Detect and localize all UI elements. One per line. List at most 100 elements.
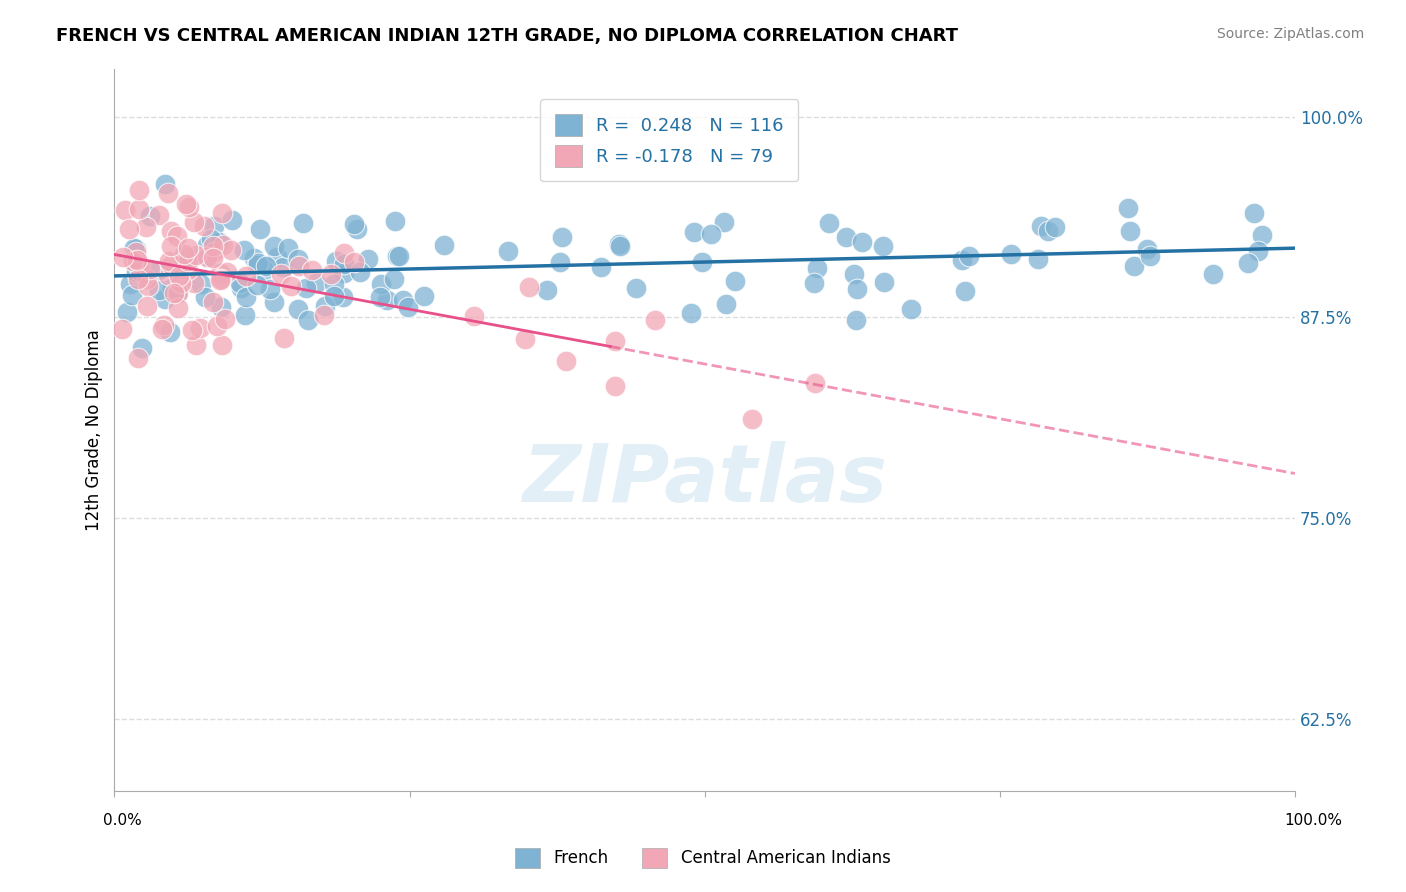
Point: [280, 278, 302, 293]
Point: [305, 277, 328, 291]
Point: [357, 252, 380, 266]
Point: [554, 353, 576, 368]
Point: [292, 216, 315, 230]
Point: [202, 294, 225, 309]
Point: [517, 280, 540, 294]
Point: [233, 243, 256, 257]
Point: [835, 229, 858, 244]
Text: ZIPatlas: ZIPatlas: [522, 442, 887, 519]
Point: [233, 308, 256, 322]
Point: [177, 241, 200, 255]
Point: [202, 245, 225, 260]
Point: [332, 290, 354, 304]
Point: [388, 249, 411, 263]
Point: [287, 252, 309, 266]
Point: [127, 271, 149, 285]
Point: [1236, 255, 1258, 269]
Point: [413, 288, 436, 302]
Point: [297, 313, 319, 327]
Point: [195, 238, 218, 252]
Point: [148, 263, 170, 277]
Point: [1136, 243, 1159, 257]
Point: [221, 213, 243, 227]
Point: [1243, 205, 1265, 219]
Point: [333, 266, 356, 280]
Point: [121, 288, 143, 302]
Point: [127, 252, 149, 267]
Point: [211, 238, 233, 252]
Point: [135, 220, 157, 235]
Point: [288, 259, 311, 273]
Point: [208, 235, 231, 249]
Point: [818, 216, 841, 230]
Point: [273, 331, 295, 345]
Point: [177, 262, 200, 277]
Point: [323, 277, 346, 292]
Point: [114, 202, 136, 217]
Point: [215, 265, 238, 279]
Point: [167, 301, 190, 315]
Point: [957, 249, 980, 263]
Point: [295, 281, 318, 295]
Point: [148, 283, 170, 297]
Point: [1043, 219, 1066, 234]
Point: [166, 286, 188, 301]
Point: [392, 293, 415, 308]
Point: [173, 247, 195, 261]
Point: [551, 230, 574, 244]
Point: [319, 268, 342, 282]
Point: [170, 277, 193, 291]
Point: [1026, 252, 1049, 267]
Legend: French, Central American Indians: French, Central American Indians: [509, 841, 897, 875]
Point: [194, 290, 217, 304]
Point: [1123, 259, 1146, 273]
Point: [157, 186, 180, 200]
Y-axis label: 12th Grade, No Diploma: 12th Grade, No Diploma: [86, 329, 103, 531]
Point: [683, 225, 706, 239]
Point: [713, 215, 735, 229]
Point: [384, 214, 406, 228]
Point: [166, 285, 188, 300]
Point: [346, 222, 368, 236]
Point: [163, 286, 186, 301]
Point: [536, 283, 558, 297]
Point: [139, 262, 162, 277]
Point: [591, 260, 613, 274]
Point: [229, 276, 252, 290]
Point: [950, 252, 973, 267]
Point: [112, 250, 135, 264]
Point: [153, 318, 176, 332]
Point: [247, 256, 270, 270]
Point: [387, 249, 409, 263]
Point: [160, 239, 183, 253]
Point: [202, 251, 225, 265]
Text: 100.0%: 100.0%: [1285, 814, 1343, 828]
Point: [120, 277, 142, 292]
Point: [679, 305, 702, 319]
Point: [844, 267, 866, 281]
Point: [184, 248, 207, 262]
Point: [111, 322, 134, 336]
Point: [115, 305, 138, 319]
Point: [148, 208, 170, 222]
Point: [845, 282, 868, 296]
Point: [153, 177, 176, 191]
Point: [370, 277, 392, 291]
Text: Source: ZipAtlas.com: Source: ZipAtlas.com: [1216, 27, 1364, 41]
Point: [177, 251, 200, 265]
Point: [136, 299, 159, 313]
Point: [166, 229, 188, 244]
Point: [129, 257, 152, 271]
Point: [1029, 219, 1052, 233]
Point: [205, 318, 228, 333]
Point: [254, 259, 277, 273]
Point: [804, 376, 827, 390]
Point: [724, 274, 747, 288]
Point: [271, 260, 294, 274]
Point: [127, 351, 149, 366]
Point: [690, 254, 713, 268]
Point: [117, 222, 139, 236]
Point: [128, 183, 150, 197]
Point: [136, 272, 159, 286]
Point: [125, 244, 148, 259]
